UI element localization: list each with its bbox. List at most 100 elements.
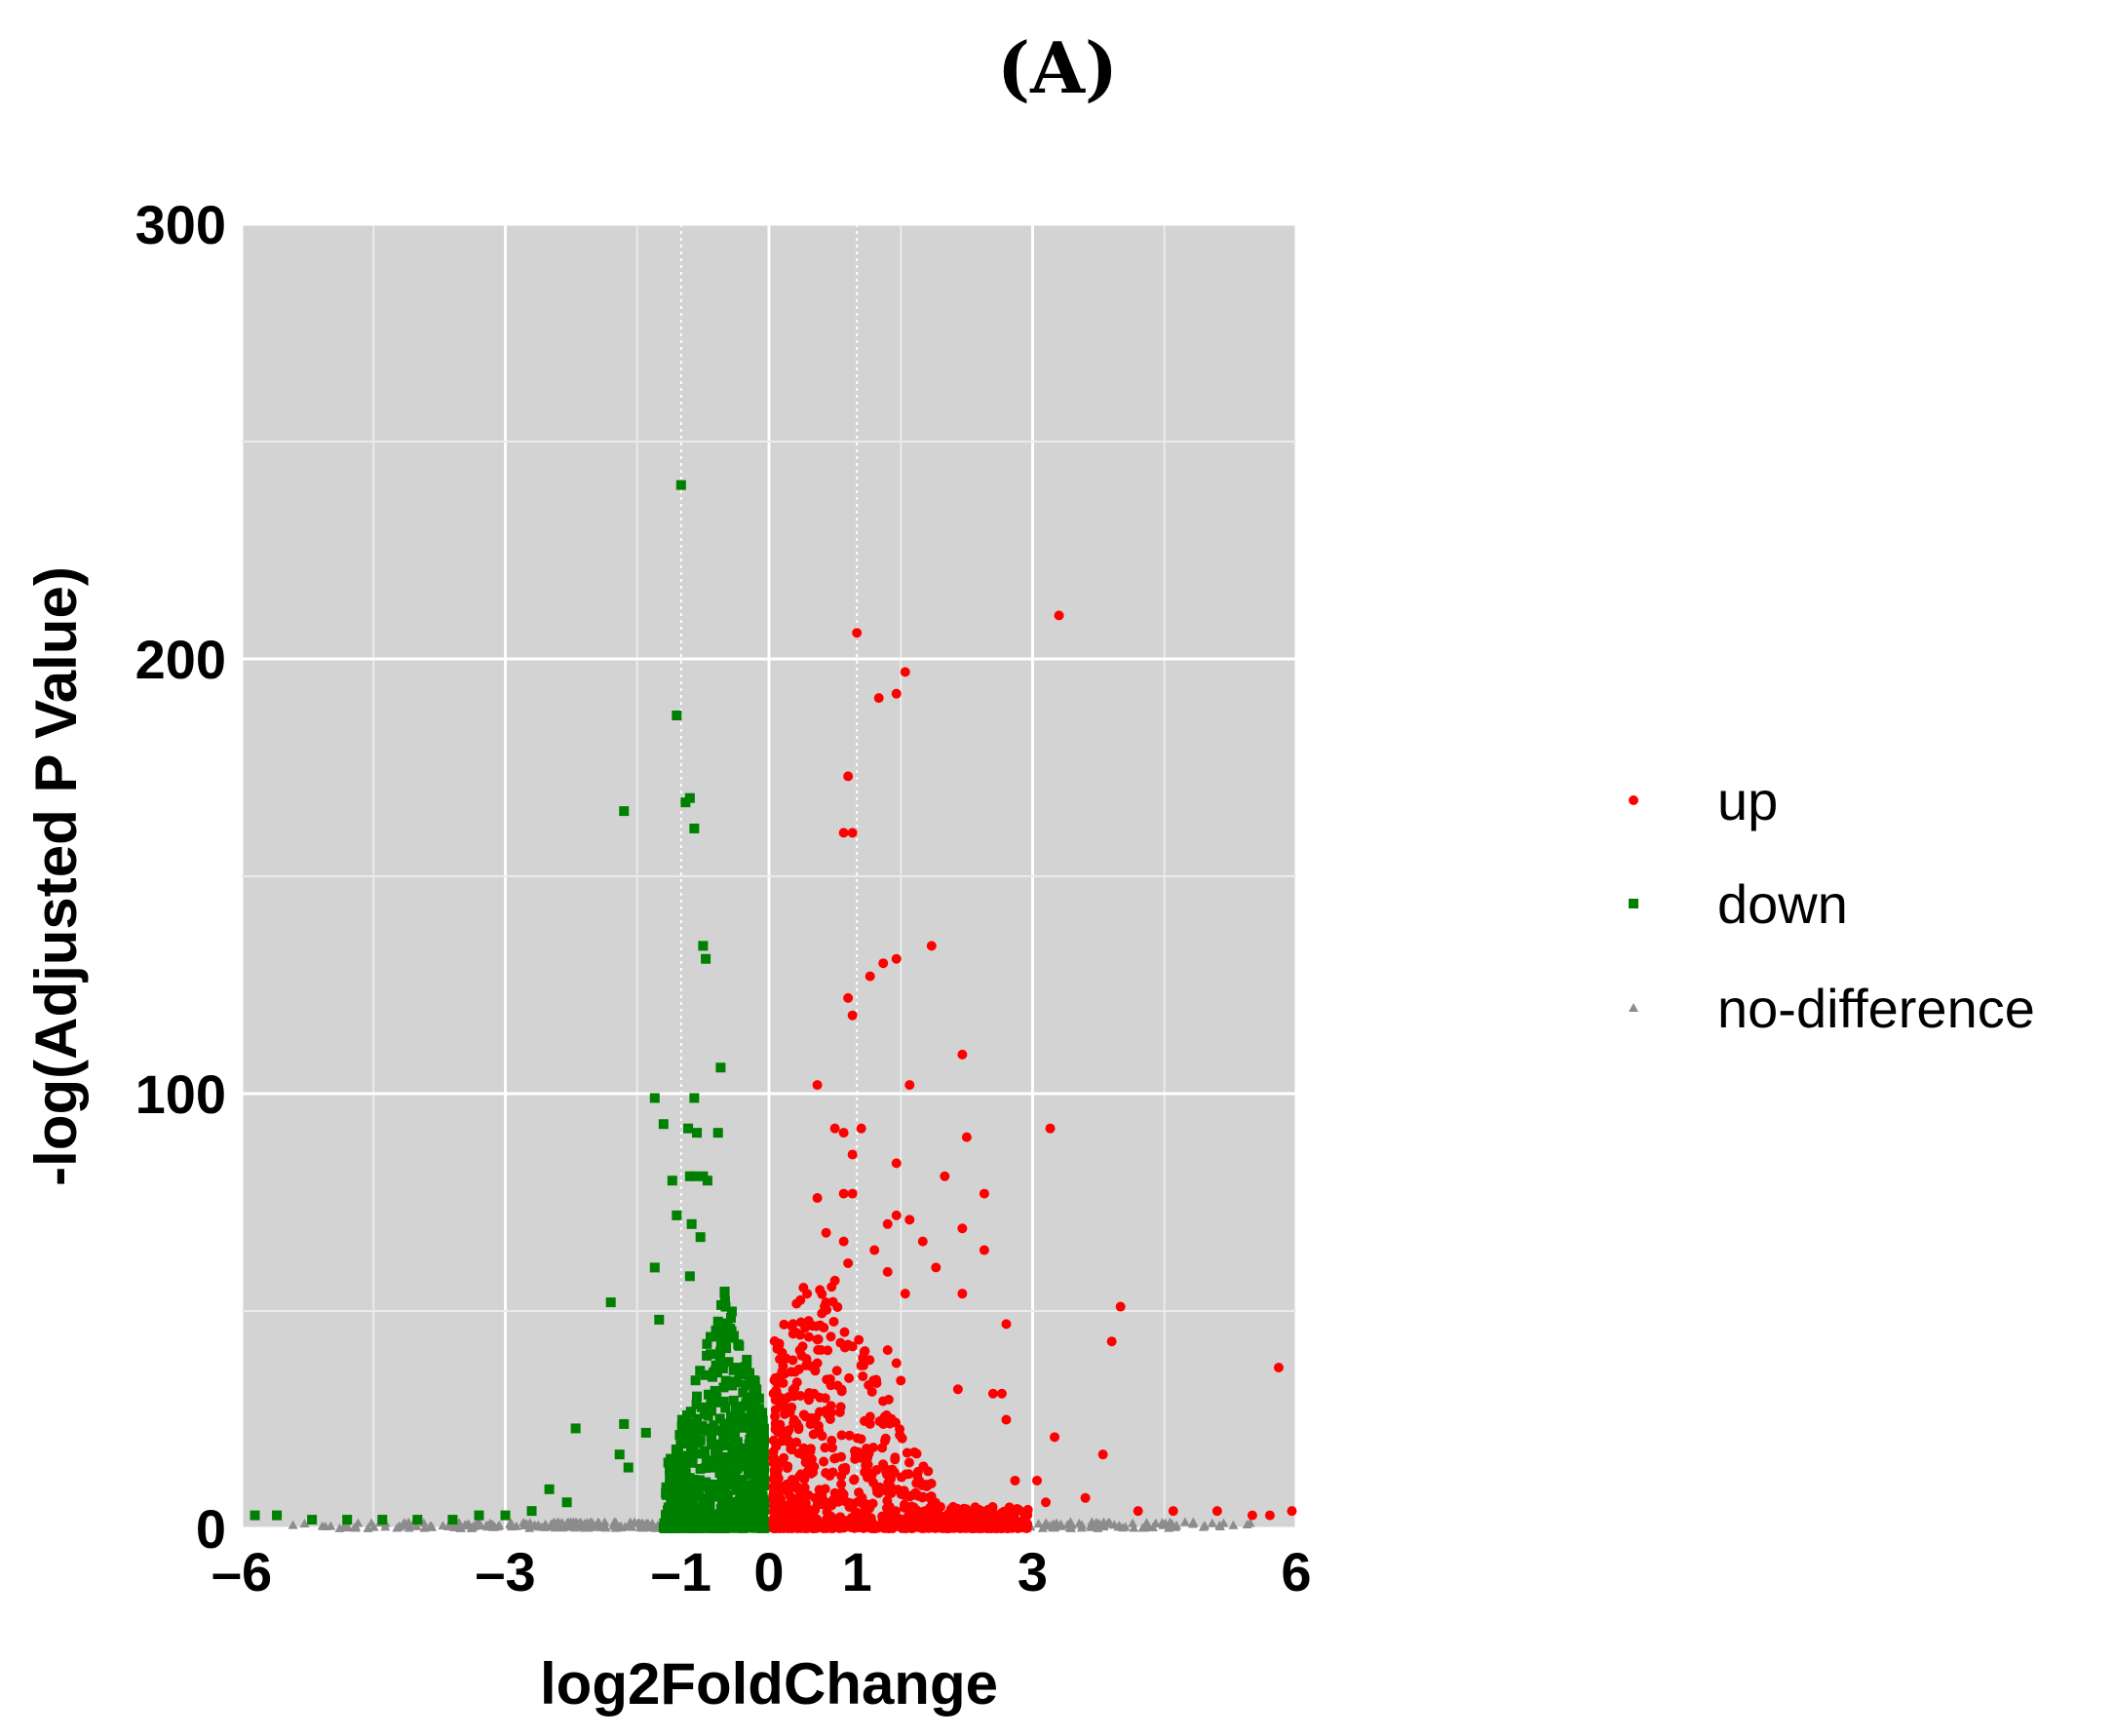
point-down bbox=[758, 1438, 769, 1448]
y-tick-label: 300 bbox=[135, 194, 226, 255]
y-axis-title: -log(Adjusted P Value) bbox=[23, 566, 89, 1186]
point-up bbox=[863, 1452, 873, 1463]
point-up bbox=[826, 1331, 836, 1342]
point-down bbox=[715, 1323, 726, 1333]
x-tick-label: 3 bbox=[1018, 1541, 1048, 1602]
point-up bbox=[812, 1358, 823, 1369]
point-up bbox=[843, 992, 854, 1003]
point-nodiff bbox=[446, 1520, 457, 1529]
point-up bbox=[789, 1504, 800, 1515]
point-down bbox=[755, 1467, 766, 1478]
point-up bbox=[844, 1372, 855, 1383]
point-up bbox=[891, 953, 902, 964]
point-down bbox=[721, 1343, 732, 1354]
point-down bbox=[723, 1498, 734, 1509]
point-up bbox=[911, 1448, 922, 1459]
point-up bbox=[850, 1507, 861, 1518]
point-up bbox=[1247, 1510, 1257, 1521]
point-down bbox=[750, 1376, 760, 1387]
point-up bbox=[1106, 1336, 1117, 1347]
point-down bbox=[714, 1352, 725, 1363]
point-up bbox=[835, 1402, 846, 1412]
point-down bbox=[749, 1419, 759, 1430]
point-up bbox=[838, 1128, 849, 1138]
point-up bbox=[847, 1188, 858, 1199]
point-up bbox=[826, 1523, 836, 1533]
point-up bbox=[840, 1462, 851, 1473]
point-up bbox=[843, 771, 854, 782]
point-up bbox=[771, 1388, 782, 1399]
threshold-lines bbox=[679, 224, 859, 1528]
point-nodiff bbox=[569, 1523, 580, 1532]
point-down bbox=[755, 1515, 766, 1525]
point-up bbox=[788, 1319, 798, 1330]
point-up bbox=[822, 1507, 832, 1518]
point-down bbox=[706, 1406, 716, 1416]
point-down bbox=[752, 1506, 763, 1517]
point-up bbox=[979, 1245, 989, 1255]
point-down bbox=[706, 1331, 716, 1342]
point-down bbox=[718, 1428, 729, 1439]
point-nodiff bbox=[1179, 1517, 1190, 1526]
point-down bbox=[739, 1521, 750, 1531]
y-tick-label: 0 bbox=[196, 1498, 226, 1560]
point-nodiff bbox=[586, 1522, 596, 1531]
point-nodiff bbox=[1077, 1520, 1088, 1529]
point-down bbox=[758, 1423, 769, 1434]
point-down bbox=[714, 1519, 725, 1529]
point-up bbox=[791, 1437, 802, 1447]
point-down bbox=[748, 1520, 758, 1530]
point-down bbox=[714, 1439, 725, 1449]
point-down bbox=[730, 1431, 741, 1442]
point-up bbox=[807, 1389, 818, 1400]
point-down bbox=[728, 1424, 739, 1435]
point-down bbox=[720, 1403, 731, 1413]
point-down bbox=[693, 1502, 704, 1513]
point-down bbox=[743, 1467, 753, 1478]
point-up bbox=[839, 1327, 850, 1337]
point-up bbox=[836, 1430, 847, 1441]
point-up bbox=[770, 1418, 781, 1429]
x-tick-label: 6 bbox=[1281, 1541, 1311, 1602]
point-down bbox=[741, 1379, 751, 1390]
point-nodiff bbox=[524, 1523, 535, 1532]
point-down bbox=[679, 1513, 690, 1524]
point-nodiff bbox=[1105, 1519, 1116, 1528]
point-up bbox=[803, 1514, 814, 1524]
point-down bbox=[654, 1314, 665, 1325]
point-down bbox=[740, 1461, 750, 1472]
point-up bbox=[1041, 1497, 1052, 1508]
point-down bbox=[711, 1325, 721, 1335]
point-down bbox=[272, 1510, 283, 1521]
point-down bbox=[738, 1422, 749, 1433]
point-down bbox=[710, 1366, 720, 1376]
point-up bbox=[869, 1245, 880, 1255]
point-down bbox=[723, 1357, 734, 1368]
point-down bbox=[715, 1062, 726, 1073]
point-down bbox=[665, 1479, 675, 1489]
point-nodiff bbox=[466, 1523, 477, 1532]
point-up bbox=[942, 1517, 952, 1527]
point-up bbox=[873, 693, 884, 704]
point-down bbox=[718, 1466, 729, 1477]
point-down bbox=[734, 1370, 745, 1380]
point-down bbox=[684, 1271, 695, 1282]
x-axis-title: log2FoldChange bbox=[540, 1651, 998, 1717]
point-nodiff bbox=[461, 1521, 472, 1530]
point-nodiff bbox=[620, 1522, 631, 1531]
point-nodiff bbox=[556, 1520, 566, 1529]
point-down bbox=[743, 1421, 753, 1432]
point-up bbox=[929, 1503, 940, 1514]
point-up bbox=[843, 1339, 854, 1350]
point-up bbox=[923, 1466, 934, 1477]
point-up bbox=[931, 1262, 942, 1273]
point-up bbox=[882, 1218, 893, 1229]
point-up bbox=[1273, 1362, 1284, 1372]
point-up bbox=[912, 1466, 923, 1477]
point-nodiff bbox=[1158, 1520, 1169, 1529]
point-down bbox=[715, 1503, 726, 1514]
point-nodiff bbox=[642, 1520, 653, 1529]
point-down bbox=[724, 1523, 735, 1533]
point-up bbox=[883, 1478, 894, 1488]
point-up bbox=[942, 1509, 953, 1520]
